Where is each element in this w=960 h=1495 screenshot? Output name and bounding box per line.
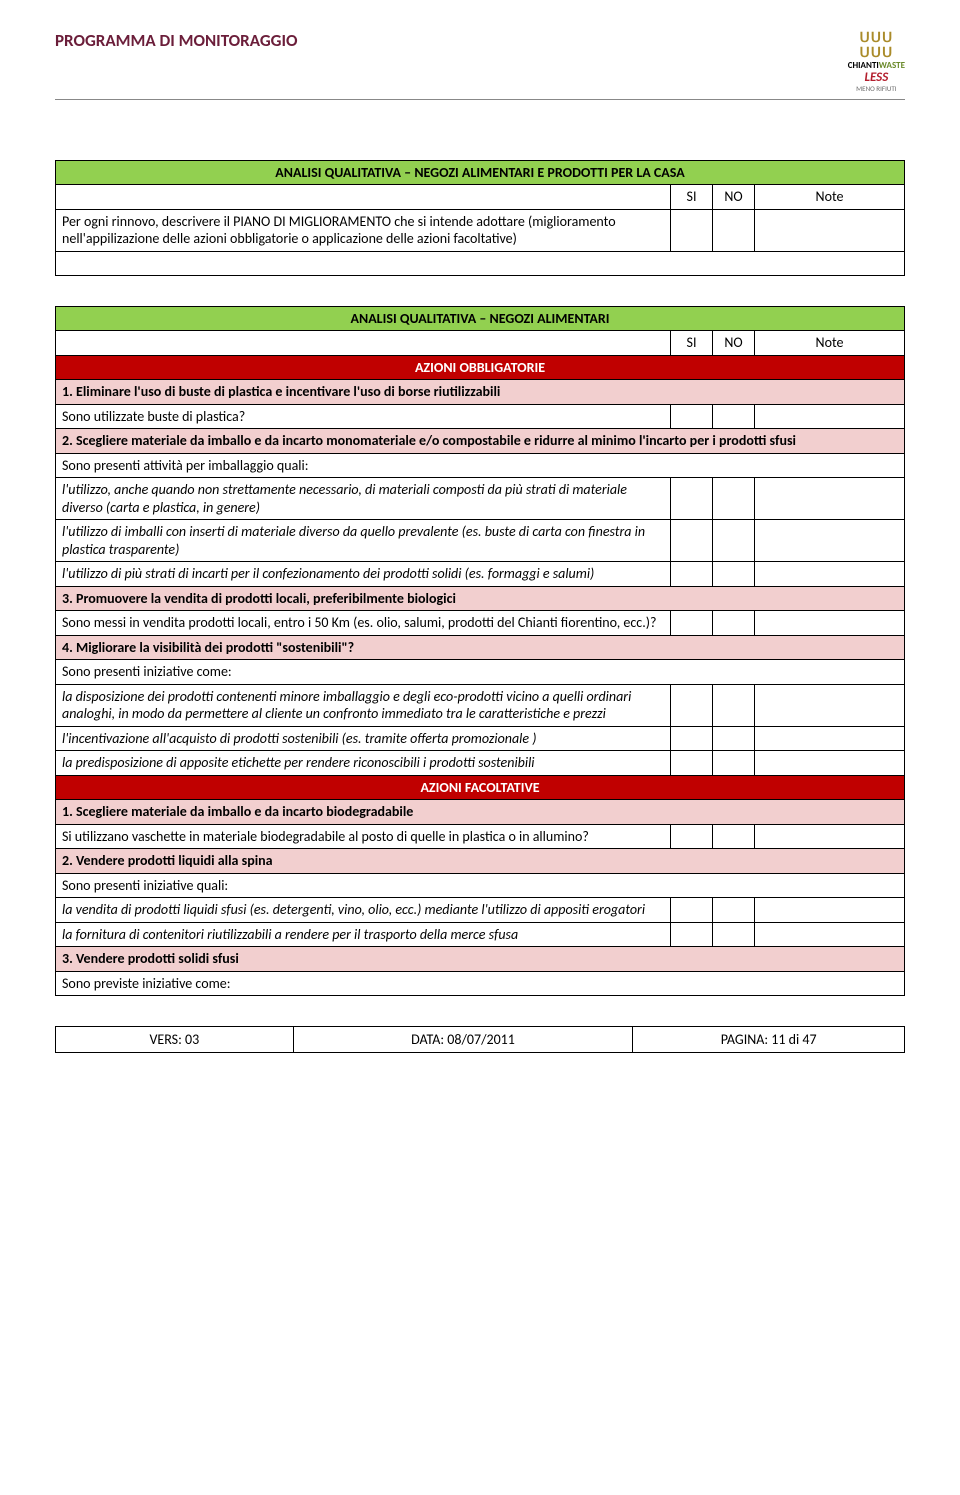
optional-1-question: Si utilizzano vaschette in materiale bio… — [56, 824, 671, 849]
section-4-item-2: l'incentivazione all'acquisto di prodott… — [56, 726, 671, 751]
section-1-question: Sono utilizzate buste di plastica? — [56, 404, 671, 429]
optional-3-heading: 3. Vendere prodotti solidi sfusi — [56, 947, 905, 972]
optional-3-question: Sono previste iniziative come: — [56, 971, 905, 996]
no-cell[interactable] — [713, 404, 755, 429]
no-cell[interactable] — [713, 824, 755, 849]
qualitative-analysis-food-table: ANALISI QUALITATIVA – NEGOZI ALIMENTARI … — [55, 306, 905, 997]
optional-1-heading: 1. Scegliere materiale da imballo e da i… — [56, 800, 905, 825]
no-cell[interactable] — [713, 898, 755, 923]
optional-2-heading: 2. Vendere prodotti liquidi alla spina — [56, 849, 905, 874]
si-cell[interactable] — [671, 478, 713, 520]
mandatory-actions-heading: AZIONI OBBLIGATORIE — [56, 355, 905, 380]
no-cell[interactable] — [713, 751, 755, 776]
no-cell[interactable] — [713, 562, 755, 587]
section-2-item-3: l'utilizzo di più strati di incarti per … — [56, 562, 671, 587]
si-cell[interactable] — [671, 520, 713, 562]
section-4-item-3: la predisposizione di apposite etichette… — [56, 751, 671, 776]
note-cell[interactable] — [755, 922, 905, 947]
section-2-item-1: l'utilizzo, anche quando non strettament… — [56, 478, 671, 520]
note-cell[interactable] — [755, 404, 905, 429]
note-cell[interactable] — [755, 898, 905, 923]
note-cell[interactable] — [755, 562, 905, 587]
note-cell[interactable] — [755, 520, 905, 562]
page-footer: VERS: 03 DATA: 08/07/2011 PAGINA: 11 di … — [55, 1026, 905, 1053]
note-header: Note — [755, 185, 905, 210]
no-header: NO — [713, 331, 755, 356]
si-header: SI — [671, 185, 713, 210]
no-cell[interactable] — [713, 209, 755, 251]
no-cell[interactable] — [713, 922, 755, 947]
footer-page: PAGINA: 11 di 47 — [633, 1027, 905, 1053]
table1-label-col — [56, 185, 671, 210]
optional-2-item-2: la fornitura di contenitori riutilizzabi… — [56, 922, 671, 947]
improvement-plan-input[interactable] — [56, 251, 905, 275]
si-header: SI — [671, 331, 713, 356]
note-cell[interactable] — [755, 611, 905, 636]
si-cell[interactable] — [671, 726, 713, 751]
document-title: PROGRAMMA DI MONITORAGGIO — [55, 30, 298, 51]
optional-2-question: Sono presenti iniziative quali: — [56, 873, 905, 898]
section-3-question: Sono messi in vendita prodotti locali, e… — [56, 611, 671, 636]
si-cell[interactable] — [671, 404, 713, 429]
si-cell[interactable] — [671, 751, 713, 776]
logo-bins-icon: ᑌᑌᑌ — [848, 30, 905, 45]
section-4-heading: 4. Migliorare la visibilità dei prodotti… — [56, 635, 905, 660]
si-cell[interactable] — [671, 209, 713, 251]
qualitative-analysis-summary-table: ANALISI QUALITATIVA – NEGOZI ALIMENTARI … — [55, 160, 905, 276]
table2-title: ANALISI QUALITATIVA – NEGOZI ALIMENTARI — [56, 306, 905, 331]
brand-logo: ᑌᑌᑌ ᑌᑌᑌ CHIANTIWASTE LESS MENO RIFIUTI — [848, 30, 905, 93]
section-1-heading: 1. Eliminare l'uso di buste di plastica … — [56, 380, 905, 405]
no-cell[interactable] — [713, 611, 755, 636]
no-cell[interactable] — [713, 684, 755, 726]
note-cell[interactable] — [755, 684, 905, 726]
section-4-item-1: la disposizione dei prodotti contenenti … — [56, 684, 671, 726]
si-cell[interactable] — [671, 898, 713, 923]
optional-2-item-1: la vendita di prodotti liquidi sfusi (es… — [56, 898, 671, 923]
no-cell[interactable] — [713, 726, 755, 751]
table1-title: ANALISI QUALITATIVA – NEGOZI ALIMENTARI … — [56, 160, 905, 185]
note-cell[interactable] — [755, 726, 905, 751]
footer-version: VERS: 03 — [56, 1027, 294, 1053]
note-header: Note — [755, 331, 905, 356]
no-header: NO — [713, 185, 755, 210]
logo-bins-icon: ᑌᑌᑌ — [848, 45, 905, 60]
no-cell[interactable] — [713, 520, 755, 562]
section-4-question: Sono presenti iniziative come: — [56, 660, 905, 685]
si-cell[interactable] — [671, 824, 713, 849]
no-cell[interactable] — [713, 478, 755, 520]
si-cell[interactable] — [671, 562, 713, 587]
note-cell[interactable] — [755, 751, 905, 776]
footer-date: DATA: 08/07/2011 — [293, 1027, 633, 1053]
section-2-item-2: l'utilizzo di imballi con inserti di mat… — [56, 520, 671, 562]
logo-less-text: LESS — [848, 71, 905, 85]
note-cell[interactable] — [755, 478, 905, 520]
note-cell[interactable] — [755, 209, 905, 251]
section-2-heading: 2. Scegliere materiale da imballo e da i… — [56, 429, 905, 454]
improvement-plan-text: Per ogni rinnovo, descrivere il PIANO DI… — [56, 209, 671, 251]
note-cell[interactable] — [755, 824, 905, 849]
table2-label-col — [56, 331, 671, 356]
page-header: PROGRAMMA DI MONITORAGGIO ᑌᑌᑌ ᑌᑌᑌ CHIANT… — [55, 30, 905, 100]
si-cell[interactable] — [671, 684, 713, 726]
section-3-heading: 3. Promuovere la vendita di prodotti loc… — [56, 586, 905, 611]
section-2-question: Sono presenti attività per imballaggio q… — [56, 453, 905, 478]
optional-actions-heading: AZIONI FACOLTATIVE — [56, 775, 905, 800]
si-cell[interactable] — [671, 922, 713, 947]
logo-subtitle: MENO RIFIUTI — [848, 85, 905, 93]
si-cell[interactable] — [671, 611, 713, 636]
